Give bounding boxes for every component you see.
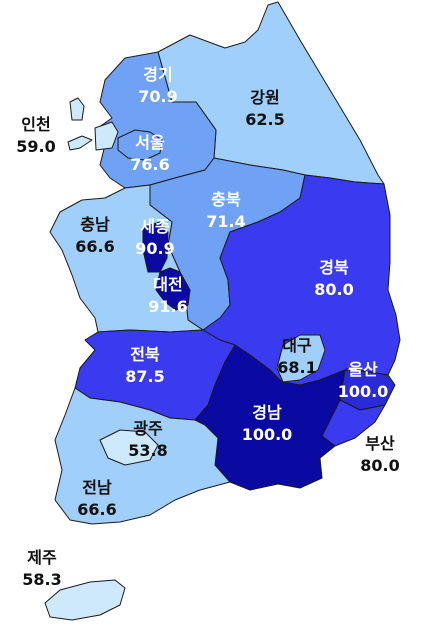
label-value-jeonnam: 66.6	[77, 500, 116, 519]
label-name-jeonnam: 전남	[82, 478, 112, 497]
region-gwangju	[99, 429, 159, 466]
label-name-daejeon: 대전	[153, 275, 182, 294]
label-value-busan: 80.0	[360, 456, 399, 475]
region-incheon-island-1	[69, 97, 85, 121]
label-name-busan: 부산	[365, 434, 395, 453]
label-name-chungnam: 충남	[80, 215, 110, 234]
label-name-jeju: 제주	[27, 548, 57, 567]
label-name-gyeongnam: 경남	[252, 403, 282, 422]
label-value-gyeongbuk: 80.0	[314, 280, 353, 299]
label-value-incheon: 59.0	[16, 137, 55, 156]
region-daegu	[276, 334, 326, 383]
label-value-jeju: 58.3	[22, 570, 61, 589]
label-name-incheon: 인천	[21, 115, 50, 134]
label-value-sejong: 90.9	[135, 239, 174, 258]
label-value-gyeongnam: 100.0	[242, 425, 293, 444]
label-value-gyeonggi: 70.9	[138, 87, 177, 106]
region-daejeon	[155, 267, 191, 311]
label-name-chungbuk: 충북	[211, 190, 241, 209]
label-name-jeonbuk: 전북	[130, 345, 160, 364]
region-sejong	[142, 221, 169, 273]
label-value-chungnam: 66.6	[75, 237, 114, 256]
region-incheon	[94, 121, 119, 151]
label-value-ulsan: 100.0	[338, 382, 389, 401]
label-value-jeonbuk: 87.5	[125, 367, 164, 386]
label-value-daejeon: 91.6	[148, 297, 187, 316]
region-incheon-island-2	[67, 135, 93, 151]
label-name-daegu: 대구	[282, 336, 312, 355]
region-jeju	[44, 579, 126, 621]
label-value-seoul: 76.6	[130, 155, 169, 174]
label-value-chungbuk: 71.4	[206, 212, 245, 231]
label-name-sejong: 세종	[140, 217, 170, 236]
label-name-ulsan: 울산	[348, 360, 378, 379]
label-value-gangwon: 62.5	[245, 110, 284, 129]
label-name-gangwon: 강원	[250, 88, 279, 107]
label-value-gwangju: 53.8	[128, 441, 167, 460]
region-seoul	[117, 129, 163, 161]
label-name-gyeonggi: 경기	[143, 65, 172, 84]
label-value-daegu: 68.1	[277, 358, 316, 377]
label-name-seoul: 서울	[135, 133, 165, 152]
label-name-gyeongbuk: 경북	[319, 258, 349, 277]
label-name-gwangju: 광주	[133, 419, 163, 438]
